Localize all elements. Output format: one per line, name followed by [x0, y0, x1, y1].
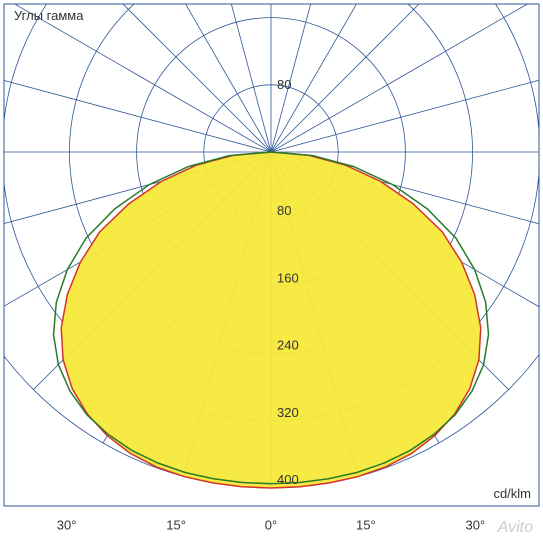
angle-label: 180° — [258, 0, 285, 1]
angle-label: 15° — [166, 518, 186, 533]
ring-label-upper: 80 — [277, 77, 291, 92]
polar-light-chart: 8016024032040080120°105°90°75°60°45°30°1… — [0, 0, 543, 540]
ring-label: 240 — [277, 338, 299, 353]
angle-label: 15° — [356, 518, 376, 533]
angle-label: 0° — [265, 518, 277, 533]
ring-label: 400 — [277, 472, 299, 487]
ring-label: 80 — [277, 203, 291, 218]
angle-label: 30° — [466, 518, 486, 533]
unit-label: cd/klm — [493, 486, 531, 501]
angle-label: 120° — [1, 0, 28, 1]
angle-label: 30° — [57, 518, 77, 533]
watermark: Avito — [497, 519, 533, 536]
chart-title: Углы гамма — [14, 8, 84, 23]
angle-label: 120° — [514, 0, 541, 1]
ring-label: 160 — [277, 270, 299, 285]
ring-label: 320 — [277, 405, 299, 420]
